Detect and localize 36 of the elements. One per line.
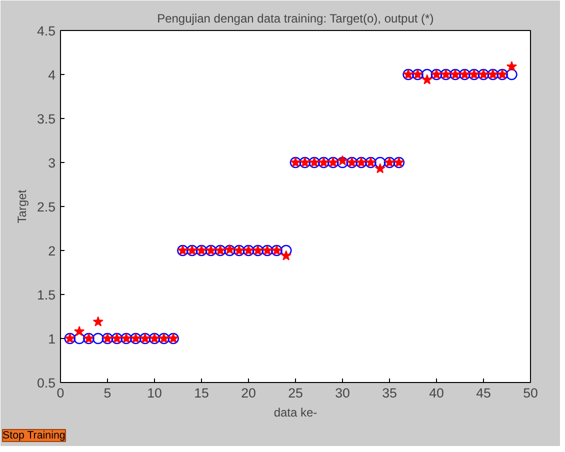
x-tick-label: 35	[382, 386, 397, 400]
x-tick-label: 50	[523, 386, 538, 400]
y-axis-title: Target	[14, 189, 29, 224]
x-tick-label: 15	[194, 386, 209, 400]
y-tick-label: 3.5	[36, 112, 56, 126]
point	[374, 163, 386, 174]
y-tick-label: 4	[48, 68, 56, 82]
y-tick-label: 1	[48, 332, 56, 346]
x-axis-title: data ke-	[274, 406, 318, 420]
point	[506, 61, 517, 72]
point	[92, 316, 104, 326]
y-tick-label: 3	[48, 156, 56, 170]
text: Stop Training	[2, 430, 66, 442]
x-tick-label: 5	[104, 386, 112, 400]
x-tick-label: 25	[288, 386, 303, 400]
point	[374, 156, 386, 168]
chart-title: Pengujian dengan data training: Target(o), output (*)	[157, 12, 434, 26]
point	[336, 156, 348, 168]
point	[422, 74, 432, 84]
point	[92, 332, 104, 344]
y-tick-label: 0.5	[36, 376, 56, 390]
x-tick-label: 45	[476, 386, 491, 400]
y-tick-label: 1.5	[36, 288, 56, 302]
point	[74, 326, 85, 336]
point	[337, 155, 348, 166]
point	[280, 250, 292, 260]
x-tick-label: 30	[335, 386, 350, 400]
point	[74, 332, 85, 344]
x-tick-label: 40	[429, 386, 444, 400]
x-tick-label: 0	[56, 386, 64, 400]
y-tick-label: 2.5	[36, 200, 56, 214]
y-tick-label: 4.5	[36, 24, 56, 38]
x-tick-label: 10	[147, 386, 162, 400]
y-tick-label: 2	[48, 244, 56, 258]
x-tick-label: 20	[241, 386, 256, 400]
point	[506, 68, 518, 80]
